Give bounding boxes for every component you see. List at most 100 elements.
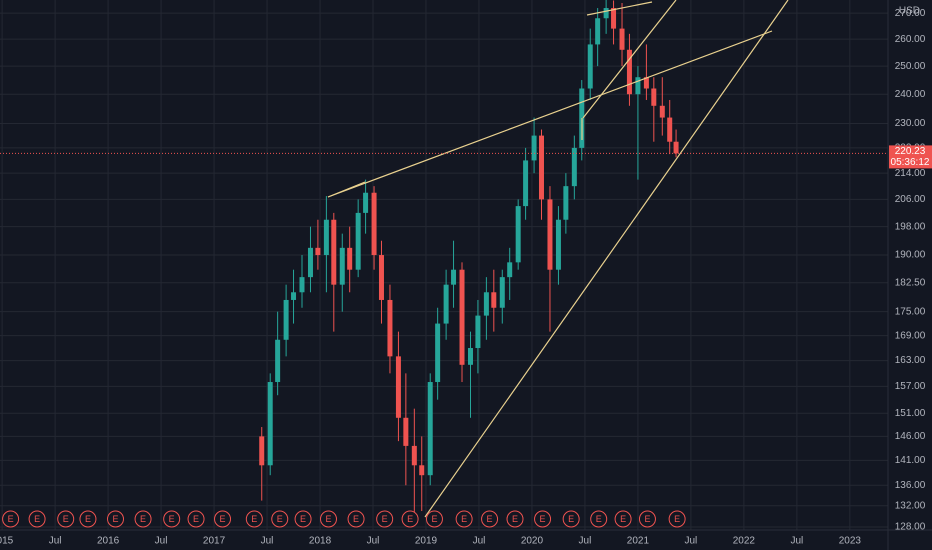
trend-line: [327, 30, 773, 198]
y-tick-label: 198.00: [895, 221, 926, 232]
earnings-marker: [614, 510, 632, 528]
earnings-label: E: [220, 514, 226, 524]
axes: 128.00 132.00 136.00 141.00 146.00 151.00 157.…: [0, 8, 932, 547]
candle-body: [651, 88, 657, 106]
y-tick-label: 146.00: [895, 431, 926, 442]
earnings-marker: [506, 510, 524, 528]
candle-body: [491, 292, 497, 308]
y-tick-label: 182.50: [895, 277, 926, 288]
earnings-marker: [481, 510, 499, 528]
earnings-marker: [376, 510, 394, 528]
candle-body: [419, 465, 425, 476]
y-tick-label: 136.00: [895, 480, 926, 491]
candle-body: [507, 262, 513, 278]
x-tick-label: Jul: [261, 536, 274, 547]
candle-body: [635, 77, 641, 95]
earnings-marker: [2, 510, 20, 528]
x-tick-label: 2022: [733, 536, 756, 547]
trend-line: [327, 181, 366, 198]
candle-body: [427, 382, 433, 476]
earnings-label: E: [382, 514, 388, 524]
earnings-label: E: [620, 514, 626, 524]
candle-body: [626, 49, 632, 95]
earnings-marker: [590, 510, 608, 528]
earnings-label: E: [63, 514, 69, 524]
candle-body: [475, 315, 481, 349]
candle-body: [619, 28, 625, 50]
candle-body: [643, 77, 649, 89]
earnings-label: E: [644, 514, 650, 524]
candle-body: [499, 277, 505, 308]
candle-body: [411, 445, 417, 466]
candle-body: [523, 160, 529, 207]
earnings-label: E: [85, 514, 91, 524]
earnings-label: E: [193, 514, 199, 524]
candle-body: [595, 18, 601, 45]
earnings-marker: [319, 510, 337, 528]
earnings-label: E: [8, 514, 14, 524]
trend-line: [424, 0, 789, 518]
earnings-marker: [401, 510, 419, 528]
y-tick-label: 190.00: [895, 250, 926, 261]
earnings-marker: [134, 510, 152, 528]
earnings-marker: [57, 510, 75, 528]
candle-body: [291, 292, 297, 300]
y-tick-label: 240.00: [895, 89, 926, 100]
trend-lines: [327, 0, 789, 518]
earnings-label: E: [540, 514, 546, 524]
candle-body: [483, 292, 489, 316]
x-tick-label: Jul: [579, 536, 592, 547]
x-tick-label: 2015: [0, 536, 14, 547]
earnings-label: E: [325, 514, 331, 524]
y-tick-label: 175.00: [895, 306, 926, 317]
earnings-label: E: [674, 514, 680, 524]
candle-body: [347, 247, 353, 270]
x-tick-label: Jul: [367, 536, 380, 547]
candle-body: [571, 147, 577, 187]
y-tick-label: 163.00: [895, 355, 926, 366]
x-tick-label: Jul: [685, 536, 698, 547]
earnings-label: E: [596, 514, 602, 524]
earnings-label: E: [169, 514, 175, 524]
y-tick-label: 214.00: [895, 168, 926, 179]
candle-body: [515, 206, 521, 263]
candle-body: [315, 247, 321, 256]
candle-body: [667, 117, 673, 142]
x-tick-label: Jul: [49, 536, 62, 547]
candle-body: [467, 348, 473, 365]
candle-body: [659, 105, 665, 118]
candle-body: [267, 382, 273, 466]
earnings-marker: [28, 510, 46, 528]
earnings-marker: [668, 510, 686, 528]
earnings-marker: [79, 510, 97, 528]
earnings-marker: [271, 510, 289, 528]
x-tick-label: 2018: [309, 536, 332, 547]
x-tick-label: Jul: [473, 536, 486, 547]
candle-body: [563, 186, 569, 220]
candle-body: [355, 212, 361, 270]
earnings-marker: [638, 510, 656, 528]
x-tick-label: 2020: [521, 536, 544, 547]
candle-body: [339, 247, 345, 285]
candle-body: [323, 219, 329, 256]
trend-line: [582, 0, 677, 119]
earnings-label: E: [431, 514, 437, 524]
earnings-label: E: [112, 514, 118, 524]
candles: [259, 0, 679, 517]
earnings-label: E: [251, 514, 257, 524]
earnings-label: E: [300, 514, 306, 524]
candle-body: [307, 247, 313, 278]
candle-body: [275, 339, 281, 383]
earnings-marker: [455, 510, 473, 528]
x-tick-label: 2021: [627, 536, 650, 547]
earnings-label: E: [568, 514, 574, 524]
last-price-label: 220.23: [895, 146, 926, 157]
candle-body: [538, 135, 544, 200]
y-tick-label: 250.00: [895, 61, 926, 72]
earnings-marker: [425, 510, 443, 528]
trend-line: [586, 1, 653, 16]
candle-body: [555, 219, 561, 270]
candle-body: [378, 255, 384, 300]
